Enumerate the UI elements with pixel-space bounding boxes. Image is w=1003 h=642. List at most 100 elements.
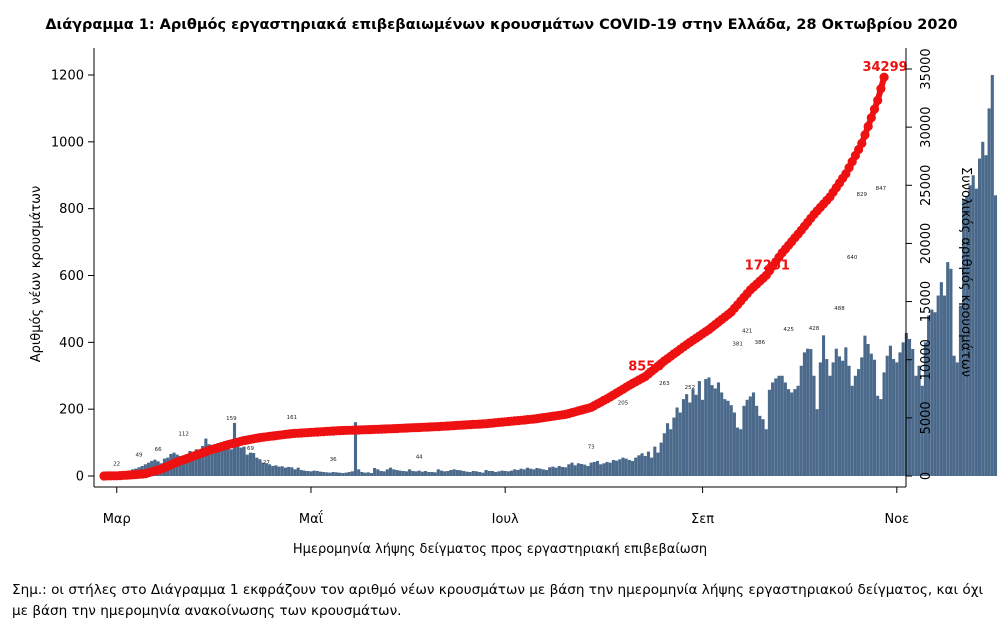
daily-bar (837, 356, 842, 476)
bar-value-label: 425 (783, 327, 794, 333)
daily-bar (863, 335, 867, 476)
daily-bar (484, 469, 488, 476)
daily-bar (786, 389, 791, 476)
daily-bar (217, 443, 221, 476)
bar-value-label: 112 (178, 432, 189, 438)
daily-bar (662, 433, 666, 476)
y-tick-label: 0 (76, 470, 84, 485)
daily-bar (583, 464, 587, 476)
x-tick-label: Μαρ (103, 512, 131, 527)
daily-bar (392, 469, 396, 476)
cumulative-point (873, 95, 883, 105)
daily-bar (401, 470, 405, 476)
daily-bar (369, 472, 373, 476)
daily-bar (395, 469, 399, 476)
daily-bar (962, 198, 966, 477)
daily-bar (958, 305, 963, 476)
daily-bar (806, 348, 810, 476)
daily-bar (261, 462, 265, 476)
daily-bar (576, 463, 580, 476)
daily-bar (828, 375, 832, 476)
daily-bar (857, 369, 861, 476)
daily-bar (990, 75, 994, 476)
daily-bar (309, 471, 313, 476)
daily-bar (519, 468, 523, 476)
daily-bar (802, 352, 807, 476)
daily-bar (697, 381, 701, 476)
daily-bar (930, 309, 934, 476)
daily-bar (720, 392, 724, 476)
daily-bar (455, 469, 459, 476)
footnote: Σημ.: οι στήλες στο Διάγραμμα 1 εκφράζου… (12, 582, 984, 619)
daily-bar (844, 347, 848, 476)
daily-bar (449, 469, 453, 476)
daily-bar (879, 399, 883, 476)
bar-value-label: 49 (136, 453, 143, 459)
bar-value-label: 205 (618, 401, 629, 407)
daily-bar (474, 471, 479, 476)
daily-bar (229, 449, 233, 476)
daily-bar (818, 362, 822, 476)
daily-bar (277, 466, 281, 476)
daily-bar (341, 472, 345, 476)
y-tick-label: 400 (59, 336, 84, 351)
daily-bar (197, 453, 202, 476)
daily-bar (544, 469, 549, 476)
daily-bar (478, 471, 482, 476)
cumulative-point (863, 121, 873, 131)
daily-bar (888, 345, 892, 476)
daily-bar (761, 419, 765, 476)
daily-bar (290, 467, 294, 476)
daily-bar (433, 472, 437, 476)
daily-bar (427, 471, 431, 476)
daily-bar (869, 353, 873, 476)
daily-bar (353, 422, 358, 476)
daily-bar (408, 469, 412, 476)
daily-bar (557, 465, 561, 476)
daily-bar (892, 359, 896, 476)
daily-bar (939, 282, 943, 476)
daily-bar (723, 399, 727, 476)
daily-bar (790, 392, 794, 476)
daily-bar (423, 470, 428, 476)
daily-bar (758, 415, 762, 476)
daily-bar (443, 471, 447, 476)
daily-bar (876, 395, 880, 476)
bar-labels-layer: 2249661121596927161364473205284263252381… (113, 186, 886, 468)
daily-bar (191, 451, 195, 476)
daily-bar (226, 446, 230, 476)
daily-bar (366, 472, 370, 476)
daily-bar (656, 452, 660, 476)
daily-bar (541, 469, 545, 476)
daily-bar (293, 469, 297, 476)
daily-bar (213, 444, 217, 476)
bar-value-label: 381 (732, 342, 743, 348)
cumulative-line-layer (99, 72, 889, 481)
y-right-tick-label: 35000 (919, 48, 934, 89)
daily-bar (955, 362, 959, 476)
y-right-tick-label: 10000 (919, 339, 934, 380)
daily-bar (815, 409, 819, 476)
daily-bar (742, 405, 746, 476)
daily-bar (646, 451, 650, 476)
daily-bar (602, 463, 606, 476)
daily-bar (525, 467, 529, 476)
daily-bar (245, 454, 249, 476)
daily-bar (691, 389, 695, 476)
cumulative-callouts-layer: 8559 17261 34299 (628, 60, 908, 374)
daily-bar (522, 469, 526, 476)
daily-bar (398, 470, 402, 476)
daily-bar (901, 342, 905, 476)
y-right-axis-title: Συνολικός αριθμός κρουσμάτων (958, 167, 973, 377)
daily-bar (659, 442, 663, 476)
daily-bar (404, 471, 409, 476)
daily-bar (920, 385, 924, 476)
cumulative-callout: 8559 (628, 360, 664, 375)
daily-bar (535, 467, 539, 476)
daily-bar (971, 175, 975, 476)
daily-bar (911, 349, 915, 476)
daily-bar (866, 344, 870, 476)
daily-bar (280, 466, 284, 476)
daily-bar (481, 472, 485, 476)
bar-value-label: 73 (588, 445, 595, 451)
